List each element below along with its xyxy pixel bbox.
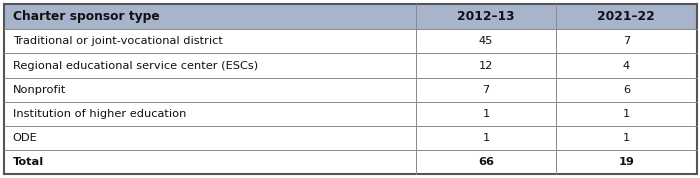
Text: 1: 1 [623, 133, 630, 143]
Text: Institution of higher education: Institution of higher education [13, 109, 186, 119]
Bar [4, 4, 416, 29]
Bar [4, 78, 416, 102]
Bar [556, 126, 696, 150]
Bar [4, 102, 416, 126]
Text: 7: 7 [482, 85, 489, 95]
Bar [416, 53, 556, 78]
Bar [416, 4, 556, 29]
Text: 2012–13: 2012–13 [457, 10, 514, 23]
Text: ODE: ODE [13, 133, 37, 143]
Bar [556, 150, 696, 174]
Bar [556, 4, 696, 29]
Text: 7: 7 [623, 36, 630, 46]
Bar [416, 102, 556, 126]
Bar [4, 150, 416, 174]
Bar [4, 29, 416, 53]
Bar [556, 53, 696, 78]
Text: 45: 45 [479, 36, 493, 46]
Bar [416, 78, 556, 102]
Bar [416, 29, 556, 53]
Bar [4, 53, 416, 78]
Text: 1: 1 [482, 133, 489, 143]
Bar [556, 78, 696, 102]
Text: 4: 4 [623, 61, 630, 70]
Text: 1: 1 [482, 109, 489, 119]
Text: Traditional or joint-vocational district: Traditional or joint-vocational district [13, 36, 223, 46]
Text: 1: 1 [623, 109, 630, 119]
Text: Regional educational service center (ESCs): Regional educational service center (ESC… [13, 61, 258, 70]
Text: Nonprofit: Nonprofit [13, 85, 66, 95]
Text: 12: 12 [479, 61, 493, 70]
Text: 66: 66 [478, 157, 494, 167]
Bar [556, 102, 696, 126]
Text: 6: 6 [623, 85, 630, 95]
Bar [556, 29, 696, 53]
Bar [4, 126, 416, 150]
Text: Total: Total [13, 157, 44, 167]
Bar [416, 150, 556, 174]
Bar [416, 126, 556, 150]
Text: 19: 19 [618, 157, 634, 167]
Text: 2021–22: 2021–22 [598, 10, 655, 23]
Text: Charter sponsor type: Charter sponsor type [13, 10, 160, 23]
